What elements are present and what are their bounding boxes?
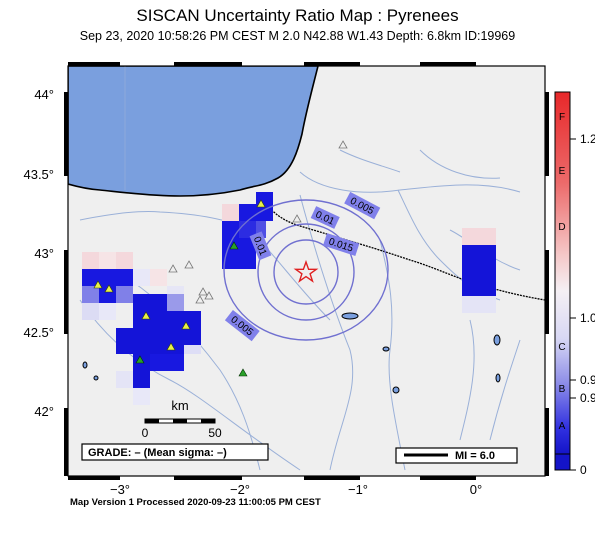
station-grey bbox=[292, 214, 302, 223]
colorbar-letter: E bbox=[559, 166, 566, 177]
lat-label: 42° bbox=[34, 404, 54, 419]
lon-label: −1° bbox=[348, 482, 368, 497]
station-yellow bbox=[256, 199, 266, 208]
colorbar-letter: C bbox=[558, 342, 565, 353]
scale-bar: km 0 50 bbox=[142, 398, 222, 440]
colorbar-value: 1.0 bbox=[580, 311, 595, 325]
station-markers bbox=[93, 140, 348, 377]
lat-label: 42.5° bbox=[23, 325, 54, 340]
map-panel: 0.005 0.01 0.01 0.015 0.005 bbox=[68, 66, 545, 476]
station-grey bbox=[168, 264, 178, 273]
epicenter-star bbox=[293, 259, 319, 283]
lon-label: 0° bbox=[470, 482, 482, 497]
scale-unit: km bbox=[171, 398, 188, 413]
grid-cells bbox=[82, 192, 496, 405]
station-green bbox=[238, 368, 248, 377]
station-grey bbox=[195, 295, 205, 304]
lon-label: −2° bbox=[230, 482, 250, 497]
lon-label: −3° bbox=[110, 482, 130, 497]
lat-labels: 44° 43.5° 43° 42.5° 42° bbox=[23, 87, 54, 419]
station-yellow bbox=[93, 280, 103, 289]
station-green bbox=[135, 355, 145, 364]
mi-text: MI = 6.0 bbox=[455, 450, 495, 462]
contour-lines bbox=[223, 199, 389, 341]
map-subtitle: Sep 23, 2020 10:58:26 PM CEST M 2.0 N42.… bbox=[79, 29, 516, 43]
map-frame bbox=[64, 62, 549, 480]
grade-box: GRADE: – (Mean sigma: –) bbox=[81, 443, 269, 461]
station-yellow bbox=[166, 342, 176, 351]
colorbar-letter: F bbox=[559, 112, 565, 123]
grade-text: GRADE: – (Mean sigma: –) bbox=[88, 447, 227, 459]
station-grey bbox=[198, 287, 208, 296]
scale-end: 50 bbox=[208, 426, 222, 440]
lon-labels: −3° −2° −1° 0° bbox=[110, 482, 482, 497]
colorbar-value: 0.9 bbox=[580, 391, 595, 405]
colorbar: F E D C B A 1.2 1.0 0.9 0.9 0 bbox=[554, 91, 595, 477]
station-yellow bbox=[141, 311, 151, 320]
colorbar-value: 0.9 bbox=[580, 373, 595, 387]
station-grey bbox=[184, 260, 194, 269]
station-green bbox=[229, 241, 239, 250]
mi-legend: MI = 6.0 bbox=[395, 447, 518, 464]
scale-start: 0 bbox=[142, 426, 149, 440]
lat-label: 43° bbox=[34, 246, 54, 261]
station-yellow bbox=[181, 321, 191, 330]
colorbar-letter: A bbox=[559, 421, 566, 432]
lat-label: 44° bbox=[34, 87, 54, 102]
station-yellow bbox=[104, 284, 114, 293]
colorbar-letter: D bbox=[558, 222, 565, 233]
station-grey bbox=[338, 140, 348, 149]
lakes bbox=[82, 312, 501, 394]
colorbar-value: 1.2 bbox=[580, 132, 595, 146]
colorbar-letter: B bbox=[559, 384, 566, 395]
map-footer: Map Version 1 Processed 2020-09-23 11:00… bbox=[70, 497, 321, 508]
map-title: SISCAN Uncertainty Ratio Map : Pyrenees bbox=[136, 6, 459, 25]
colorbar-value: 0 bbox=[580, 463, 587, 477]
sea-area bbox=[68, 66, 319, 197]
lat-label: 43.5° bbox=[23, 167, 54, 182]
station-grey bbox=[204, 291, 214, 300]
